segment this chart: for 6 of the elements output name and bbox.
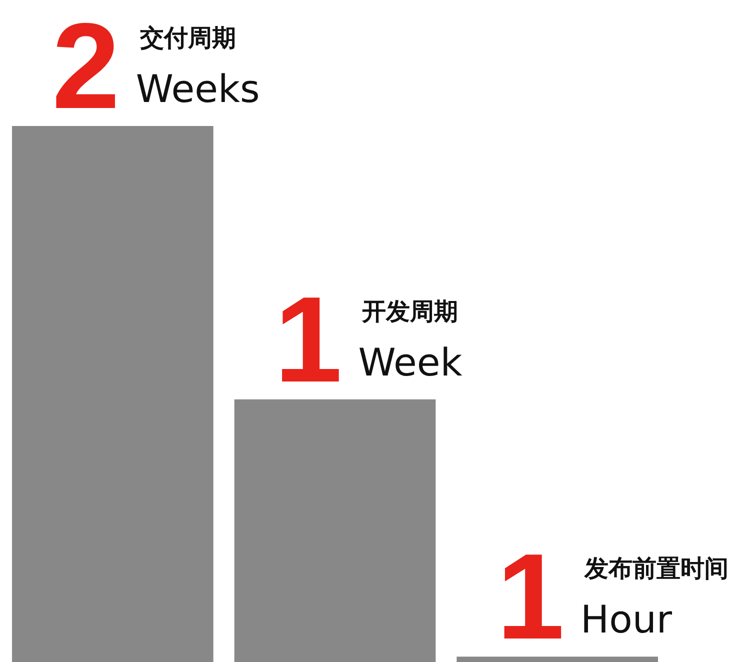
annotation: Hour [580, 598, 672, 642]
annotation: Week [358, 340, 462, 384]
annotation: 开发周期 [362, 297, 458, 326]
annotation: Weeks [136, 67, 260, 111]
annotation: 发布前置时间 [584, 554, 729, 583]
annotation: 交付周期 [140, 24, 236, 52]
